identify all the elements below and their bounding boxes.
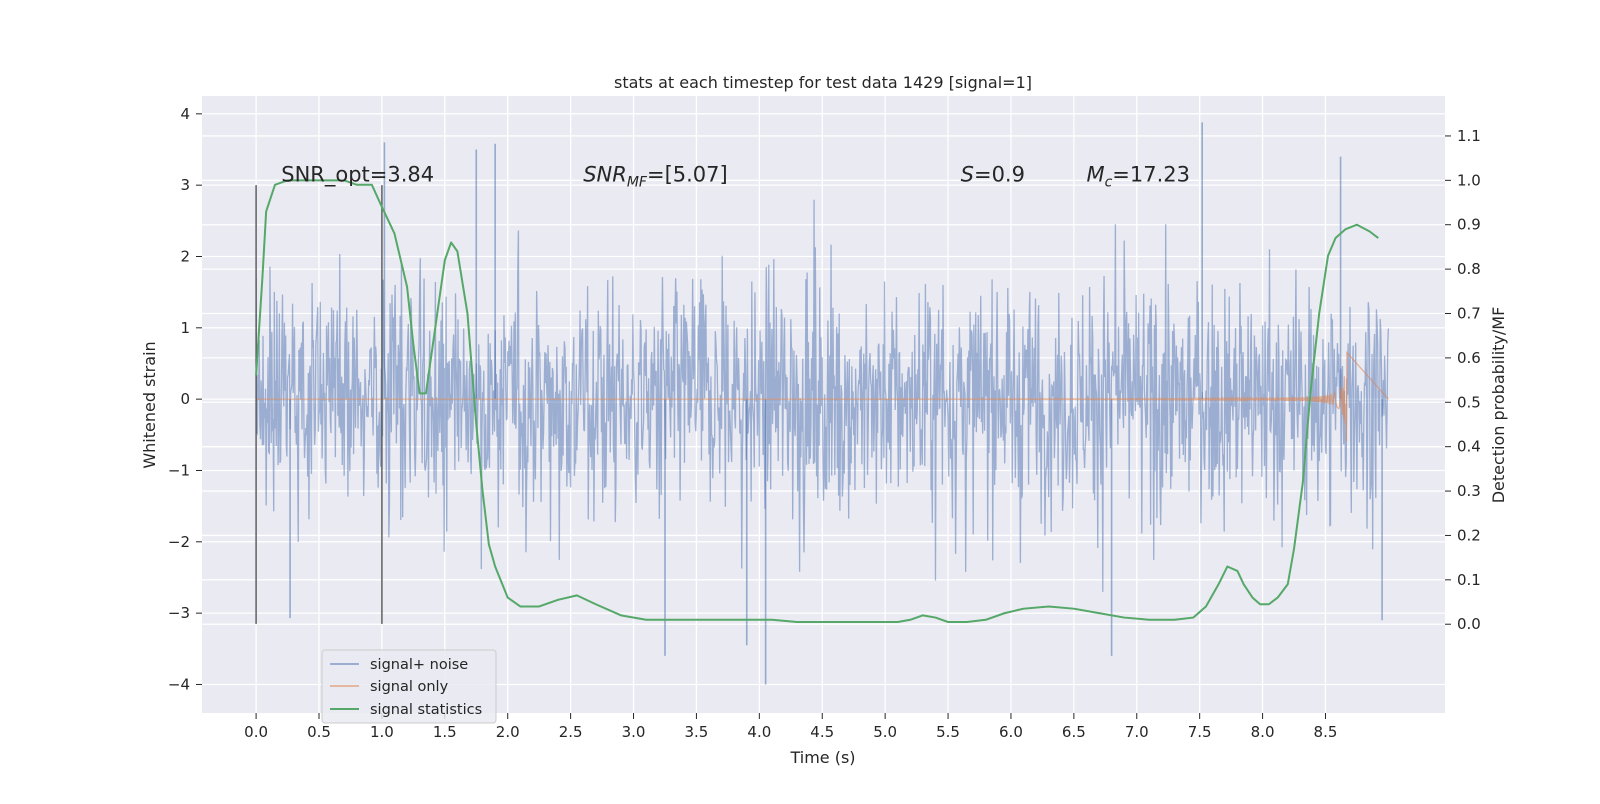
annotation-0: SNR_opt=3.84 (281, 163, 434, 188)
annotation-1: SNRMF=[5.07] (583, 163, 728, 191)
y-left-tick-label-7: −3 (168, 604, 190, 622)
y-left-tick-label-5: −1 (168, 461, 190, 479)
x-tick-label-12: 6.0 (999, 723, 1023, 741)
y-right-tick-label-8: 0.3 (1457, 482, 1481, 500)
series-signal-plus-noise (255, 122, 1390, 685)
y-left-tick-label-4: 0 (180, 390, 190, 408)
y-right-tick-label-6: 0.5 (1457, 393, 1481, 411)
x-tick-label-3: 1.5 (433, 723, 457, 741)
x-tick-label-7: 3.5 (685, 723, 709, 741)
x-tick-label-15: 7.5 (1188, 723, 1212, 741)
chart-title: stats at each timestep for test data 142… (614, 73, 1032, 92)
chirp-trace (256, 350, 1389, 442)
y-right-tick-label-9: 0.2 (1457, 526, 1481, 544)
series-signal-only (256, 350, 1389, 442)
y-left-tick-label-3: 1 (180, 319, 190, 337)
x-tick-label-9: 4.5 (810, 723, 834, 741)
x-tick-label-11: 5.5 (936, 723, 960, 741)
x-tick-label-5: 2.5 (559, 723, 583, 741)
x-tick-label-6: 3.0 (622, 723, 646, 741)
x-tick-label-0: 0.0 (244, 723, 268, 741)
noise-trace (255, 199, 1390, 592)
x-tick-label-1: 0.5 (307, 723, 331, 741)
legend-box (321, 649, 497, 724)
x-tick-label-2: 1.0 (370, 723, 394, 741)
y-left-tick-label-1: 3 (180, 176, 190, 194)
y-right-tick-label-2: 0.9 (1457, 216, 1481, 234)
annotation-3: Mc=17.23 (1086, 163, 1190, 191)
series-signal-statistics (255, 179, 1379, 623)
y-right-tick-label-5: 0.6 (1457, 349, 1481, 367)
x-tick-label-8: 4.0 (747, 723, 771, 741)
y-left-tick-label-8: −4 (168, 675, 190, 693)
y-axis-right-label: Detection probability/MF (1489, 307, 1508, 504)
y-right-tick-label-7: 0.4 (1457, 438, 1481, 456)
y-right-tick-label-11: 0.0 (1457, 615, 1481, 633)
y-right-tick-label-10: 0.1 (1457, 571, 1481, 589)
x-tick-label-10: 5.0 (873, 723, 897, 741)
legend: signal+ noise signal only signal statist… (321, 649, 497, 724)
annotation-2: S=0.9 (961, 163, 1025, 187)
vertical-markers (255, 185, 383, 624)
axis-ticks: 0.0 0.5 1.0 1.5 2.0 2.5 3.0 3.5 4.0 4.5 5.0 5.5 6.0 6… (168, 105, 1481, 741)
y-right-tick-label-4: 0.7 (1457, 305, 1481, 323)
y-left-tick-label-0: 4 (180, 105, 190, 123)
y-left-tick-label-2: 2 (180, 247, 190, 265)
x-axis-label: Time (s) (789, 748, 855, 767)
x-tick-label-14: 7.0 (1125, 723, 1149, 741)
legend-label-signal-statistics: signal statistics (370, 702, 482, 718)
x-tick-label-16: 8.0 (1251, 723, 1275, 741)
y-right-tick-label-3: 0.8 (1457, 260, 1481, 278)
y-right-tick-label-0: 1.1 (1457, 127, 1481, 145)
y-right-tick-label-1: 1.0 (1457, 171, 1481, 189)
x-tick-label-13: 6.5 (1062, 723, 1086, 741)
y-axis-left-label: Whitened strain (140, 341, 159, 468)
x-tick-label-4: 2.0 (496, 723, 520, 741)
x-tick-label-17: 8.5 (1314, 723, 1338, 741)
annotations: SNR_opt=3.84 SNRMF=[5.07] S=0.9 Mc=17.23 (281, 163, 1190, 191)
statistics-line (255, 179, 1379, 623)
legend-label-signal-plus-noise: signal+ noise (370, 657, 468, 673)
legend-label-signal-only: signal only (370, 679, 449, 695)
y-left-tick-label-6: −2 (168, 533, 190, 551)
